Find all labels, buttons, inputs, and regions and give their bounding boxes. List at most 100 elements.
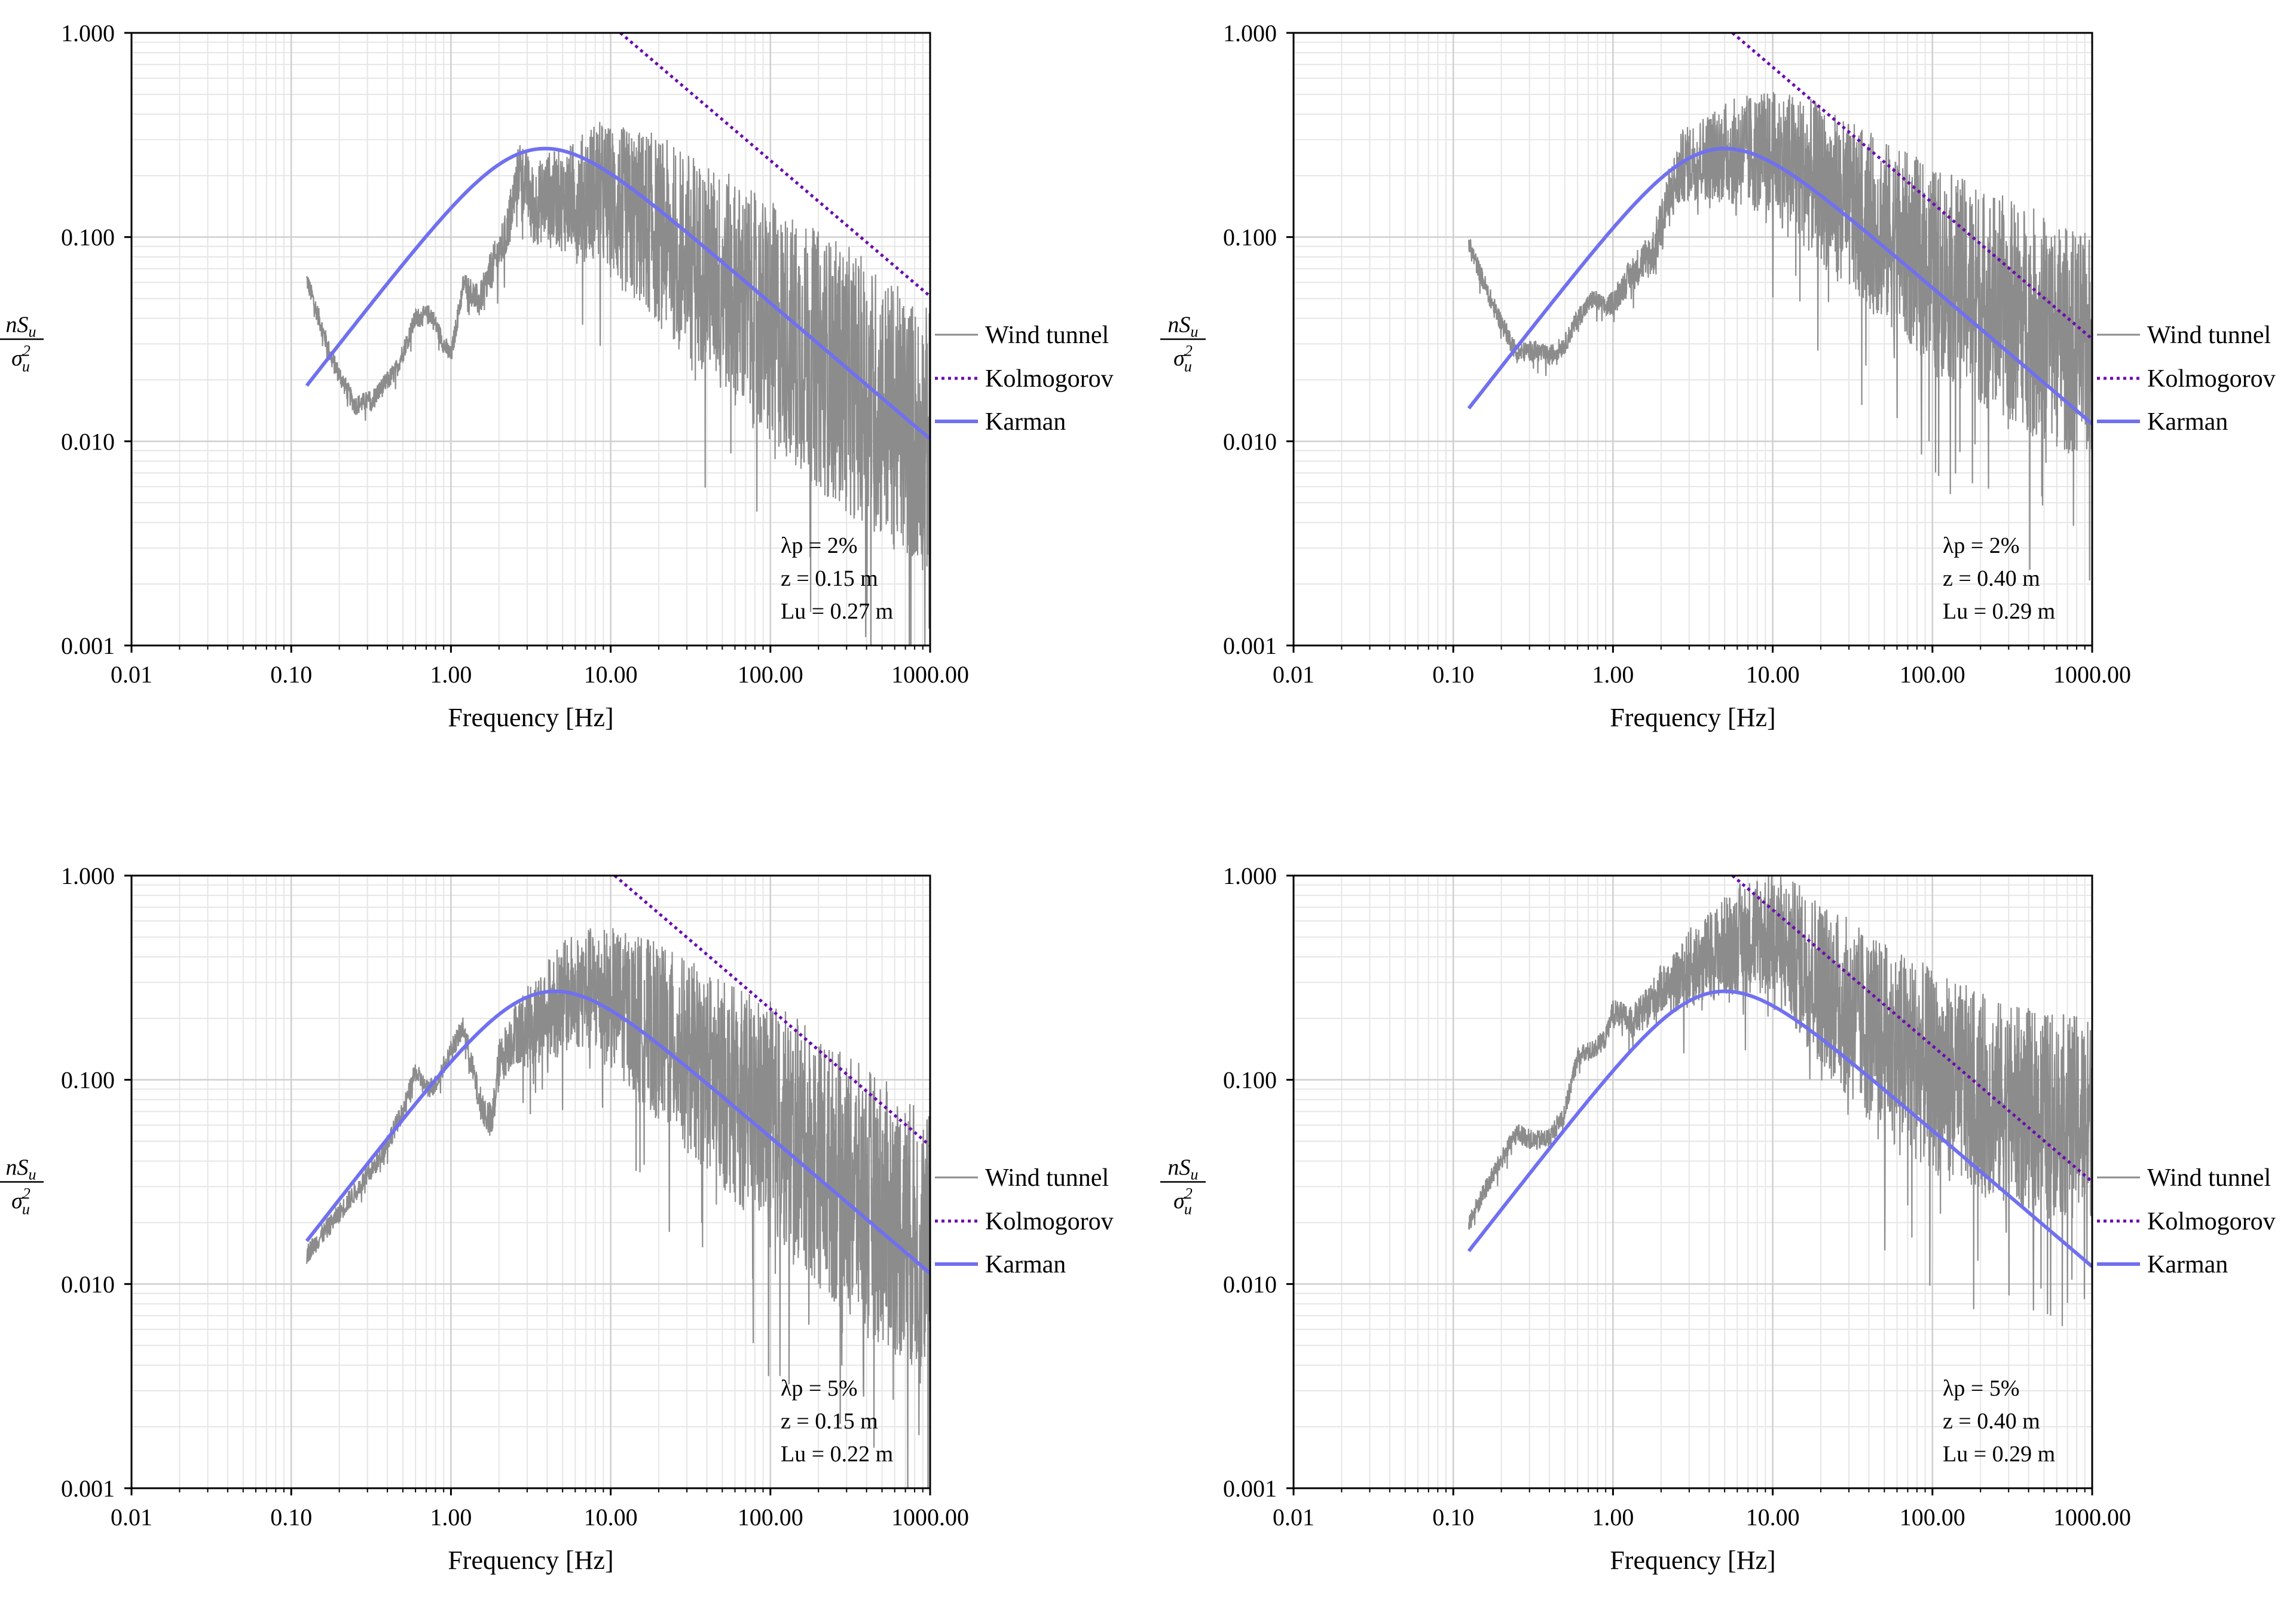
x-tick-label: 1.00	[1592, 661, 1634, 688]
plot-area	[305, 876, 930, 1488]
y-axis-denominator: σ2 u	[1173, 1185, 1193, 1218]
chart-panel-2: 0.01 0.10 1.00 10.00 100.00 1000.00 0.001 0.010…	[1160, 20, 2276, 732]
chart-panel-4: 0.01 0.10 1.00 10.00 100.00 1000.00 0.001 0.010…	[1160, 862, 2276, 1575]
legend: Wind tunnel Kolmogorov Karman	[2097, 1164, 2276, 1278]
y-tick-label: 0.010	[1223, 1271, 1277, 1298]
annotation-line: z = 0.15 m	[781, 1409, 878, 1434]
y-tick-label: 0.010	[1223, 428, 1277, 455]
legend-label: Kolmogorov	[2147, 1208, 2276, 1235]
legend-label: Wind tunnel	[985, 322, 1109, 349]
series-wind-tunnel	[1468, 876, 2092, 1326]
series-karman	[305, 146, 930, 440]
y-tick-label: 0.001	[61, 1475, 115, 1502]
chart-panel-1: 0.01 0.10 1.00 10.00 100.00 1000.00 0.001 0.010…	[0, 20, 1114, 732]
x-tick-label: 1.00	[430, 661, 472, 688]
x-tick-label: 0.01	[111, 661, 152, 688]
plot-frame	[1292, 874, 2093, 1489]
plot-frame	[1292, 32, 2093, 647]
y-tick-label: 0.001	[1223, 1475, 1277, 1502]
x-tick-label: 1000.00	[891, 1504, 969, 1531]
annotation-line: λp = 5%	[1943, 1376, 2020, 1401]
legend-label: Wind tunnel	[2147, 1164, 2271, 1192]
y-tick-label: 1.000	[61, 20, 115, 47]
annotation-line: Lu = 0.29 m	[1943, 1442, 2055, 1467]
legend: Wind tunnel Kolmogorov Karman	[935, 322, 1114, 436]
series-wind-tunnel	[1468, 91, 2092, 581]
annotation-line: λp = 2%	[781, 533, 858, 558]
x-tick-label: 0.01	[111, 1504, 152, 1531]
legend-label: Wind tunnel	[985, 1164, 1109, 1192]
x-axis-title: Frequency [Hz]	[448, 703, 613, 732]
y-tick-label: 0.100	[1223, 1067, 1277, 1094]
y-tick-label: 0.001	[61, 632, 115, 659]
y-tick-label: 0.100	[61, 1067, 115, 1094]
plot-area	[1467, 876, 2092, 1326]
x-tick-label: 1000.00	[891, 661, 969, 688]
x-tick-label: 1000.00	[2053, 1504, 2131, 1531]
plot-frame	[130, 32, 931, 647]
legend-label: Wind tunnel	[2147, 322, 2271, 349]
x-tick-label: 0.10	[270, 661, 312, 688]
legend: Wind tunnel Kolmogorov Karman	[935, 1164, 1114, 1278]
plot-area	[305, 33, 930, 645]
plot-area	[1467, 33, 2092, 581]
series-karman	[305, 989, 930, 1275]
grid	[1294, 33, 2092, 645]
y-tick-label: 1.000	[61, 862, 115, 889]
x-tick-label: 0.10	[1432, 661, 1474, 688]
x-tick-label: 100.00	[1900, 1504, 1965, 1531]
y-axis-denominator: σ2 u	[11, 1185, 30, 1218]
annotation-line: Lu = 0.29 m	[1943, 599, 2055, 624]
y-axis-numerator: nSu	[1168, 1155, 1199, 1183]
annotation: λp = 2% z = 0.40 m Lu = 0.29 m	[1943, 533, 2055, 624]
x-tick-label: 0.01	[1273, 1504, 1314, 1531]
annotation: λp = 5% z = 0.40 m Lu = 0.29 m	[1943, 1376, 2055, 1467]
legend-label: Karman	[2147, 408, 2228, 436]
annotation-line: λp = 5%	[781, 1376, 858, 1401]
x-axis-title: Frequency [Hz]	[1610, 1546, 1775, 1575]
legend: Wind tunnel Kolmogorov Karman	[2097, 322, 2276, 436]
series-kolmogorov	[619, 33, 930, 298]
y-axis-title: nSu σ2 u	[0, 1155, 44, 1218]
y-axis-numerator: nSu	[6, 313, 36, 341]
legend-label: Karman	[985, 408, 1066, 436]
series-wind-tunnel	[306, 121, 930, 645]
x-tick-label: 10.00	[1746, 661, 1800, 688]
x-tick-label: 100.00	[738, 661, 803, 688]
plot-frame	[130, 874, 931, 1489]
x-tick-label: 0.10	[1432, 1504, 1474, 1531]
y-axis-numerator: nSu	[6, 1155, 36, 1183]
legend-label: Karman	[985, 1251, 1066, 1278]
annotation-line: z = 0.40 m	[1943, 566, 2040, 591]
series-karman	[1467, 146, 2092, 426]
y-axis-numerator: nSu	[1168, 313, 1199, 341]
x-tick-label: 0.01	[1273, 661, 1314, 688]
x-tick-label: 100.00	[1900, 661, 1965, 688]
grid	[132, 876, 930, 1488]
y-tick-label: 0.010	[61, 1271, 115, 1298]
annotation-line: λp = 2%	[1943, 533, 2020, 558]
legend-label: Karman	[2147, 1251, 2228, 1278]
x-tick-label: 10.00	[1746, 1504, 1800, 1531]
y-axis-denominator: σ2 u	[1173, 342, 1193, 375]
annotation-line: z = 0.15 m	[781, 566, 878, 591]
x-tick-label: 1000.00	[2053, 661, 2131, 688]
y-tick-label: 0.010	[61, 428, 115, 455]
chart-panel-3: 0.01 0.10 1.00 10.00 100.00 1000.00 0.001 0.010…	[0, 862, 1114, 1575]
x-tick-label: 10.00	[584, 1504, 638, 1531]
legend-label: Kolmogorov	[2147, 365, 2276, 393]
series-karman	[1467, 989, 2092, 1268]
y-tick-label: 0.100	[1223, 224, 1277, 251]
x-axis-title: Frequency [Hz]	[1610, 703, 1775, 732]
legend-label: Kolmogorov	[985, 365, 1114, 393]
annotation-line: Lu = 0.27 m	[781, 599, 893, 624]
annotation: λp = 2% z = 0.15 m Lu = 0.27 m	[781, 533, 893, 624]
x-tick-label: 1.00	[1592, 1504, 1634, 1531]
y-tick-label: 0.001	[1223, 632, 1277, 659]
y-axis-denominator: σ2 u	[11, 342, 30, 375]
annotation-line: z = 0.40 m	[1943, 1409, 2040, 1434]
